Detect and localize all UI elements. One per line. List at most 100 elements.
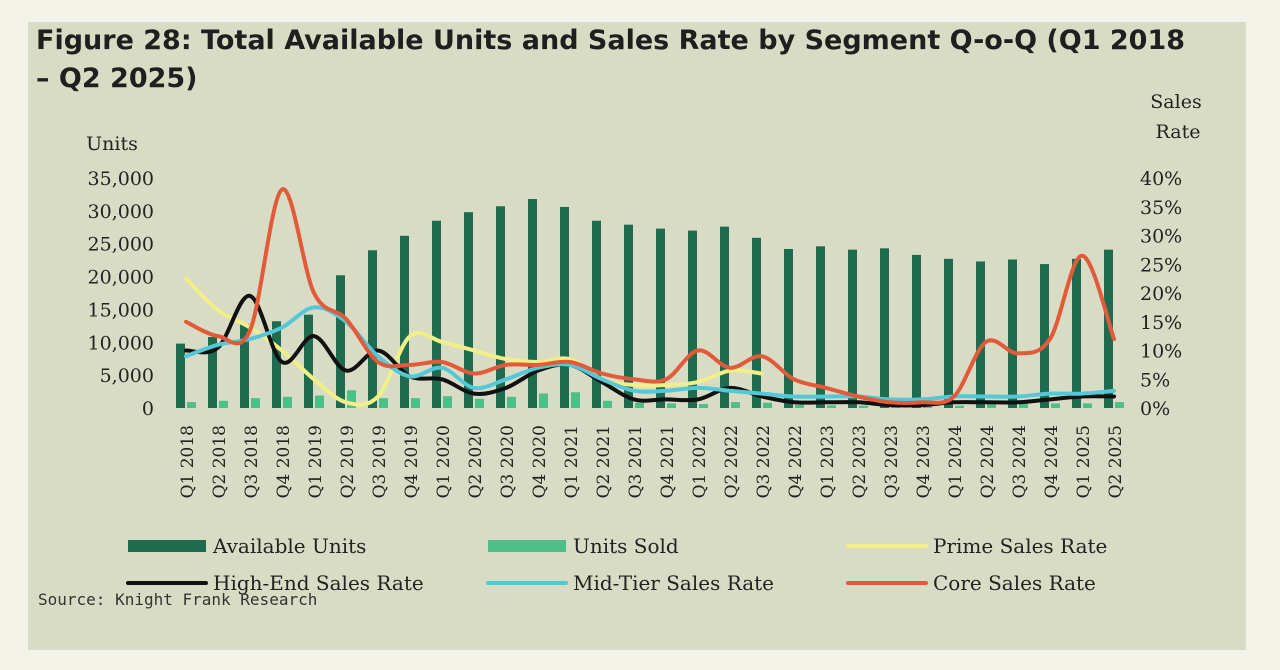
bar-available-units [592, 220, 601, 408]
x-tick-label: Q1 2019 [306, 425, 326, 498]
right-tick-label: 20% [1140, 283, 1182, 305]
left-tick-label: 35,000 [88, 168, 154, 190]
left-tick-label: 30,000 [88, 201, 154, 223]
bar-available-units [240, 323, 249, 408]
x-tick-label: Q4 2021 [658, 425, 678, 498]
bar-units-sold [923, 406, 932, 408]
bar-units-sold [379, 398, 388, 408]
x-tick-label: Q4 2018 [274, 425, 294, 498]
left-axis-title: Units [86, 133, 138, 155]
left-tick-label: 20,000 [88, 267, 154, 289]
bar-available-units [496, 206, 505, 408]
bar-available-units [464, 212, 473, 408]
bar-units-sold [1115, 402, 1124, 408]
x-tick-label: Q2 2020 [466, 425, 486, 498]
x-tick-label: Q2 2024 [978, 425, 998, 498]
bar-units-sold [987, 402, 996, 408]
x-tick-label: Q1 2018 [178, 425, 198, 498]
chart-title: Figure 28: Total Available Units and Sal… [36, 25, 1186, 94]
legend-label: Available Units [212, 534, 366, 558]
right-axis-title-line1: Sales [1150, 91, 1201, 113]
line-prime-sales-rate [184, 276, 764, 407]
left-tick-label: 10,000 [88, 332, 154, 354]
bar-units-sold [635, 402, 644, 408]
x-tick-label: Q4 2020 [530, 425, 550, 498]
bar-available-units [304, 314, 313, 408]
bar-available-units [1008, 259, 1017, 408]
bar-available-units [176, 343, 185, 408]
right-tick-label: 10% [1140, 341, 1182, 363]
bar-units-sold [539, 393, 548, 408]
x-tick-label: Q3 2023 [882, 425, 902, 498]
x-tick-label: Q4 2022 [786, 425, 806, 498]
x-tick-label: Q1 2021 [562, 425, 582, 498]
bar-available-units [656, 228, 665, 408]
bar-units-sold [571, 392, 580, 408]
bar-units-sold [347, 390, 356, 408]
bar-available-units [336, 275, 345, 408]
bar-available-units [272, 321, 281, 408]
left-tick-label: 0 [142, 398, 154, 420]
legend-label: Prime Sales Rate [933, 534, 1107, 558]
x-tick-label: Q1 2024 [946, 425, 966, 498]
bar-available-units [944, 258, 953, 408]
bar-units-sold [187, 402, 196, 408]
x-tick-label: Q1 2025 [1074, 425, 1094, 498]
bar-available-units [400, 235, 409, 408]
bar-available-units [880, 248, 889, 408]
legend-label: Units Sold [573, 534, 679, 558]
line-core-sales-rate [184, 187, 1116, 405]
x-tick-label: Q1 2022 [690, 425, 710, 498]
x-tick-label: Q4 2023 [914, 425, 934, 498]
bar-units-sold [443, 396, 452, 408]
right-tick-label: 30% [1140, 226, 1182, 248]
bar-available-units [752, 237, 761, 408]
bar-units-sold [859, 405, 868, 408]
bar-available-units [976, 261, 985, 408]
legend-label: Mid-Tier Sales Rate [573, 571, 774, 595]
bar-units-sold [1083, 403, 1092, 408]
right-tick-label: 35% [1140, 197, 1182, 219]
legend-label: Core Sales Rate [933, 571, 1096, 595]
legend-label: High-End Sales Rate [213, 571, 424, 595]
right-tick-label: 40% [1140, 168, 1182, 190]
x-tick-label: Q1 2023 [818, 425, 838, 498]
bar-units-sold [411, 398, 420, 408]
x-tick-label: Q2 2022 [722, 425, 742, 498]
legend-swatch [128, 540, 206, 552]
bar-available-units [848, 249, 857, 408]
bar-available-units [720, 226, 729, 408]
bar-units-sold [955, 405, 964, 408]
bar-units-sold [795, 404, 804, 408]
left-tick-label: 15,000 [88, 299, 154, 321]
bar-available-units [688, 230, 697, 408]
legend-swatch [488, 540, 566, 552]
legend: Available Units Units Sold Prime Sales Rat… [126, 534, 1107, 595]
bar-available-units [1104, 249, 1113, 408]
bar-available-units [208, 337, 217, 408]
source-note: Source: Knight Frank Research [38, 590, 318, 609]
bar-units-sold [763, 402, 772, 408]
bar-available-units [624, 224, 633, 408]
x-tick-label: Q3 2024 [1010, 425, 1030, 498]
plot-area: 0 5,000 10,000 15,000 20,000 25,000 30,000 35,0… [88, 168, 1183, 498]
x-tick-label: Q2 2019 [338, 425, 358, 498]
bar-units-sold [667, 403, 676, 408]
bar-available-units [368, 250, 377, 408]
x-tick-label: Q3 2018 [242, 425, 262, 498]
bar-available-units [816, 246, 825, 408]
x-tick-label: Q2 2018 [210, 425, 230, 498]
bar-units-sold [699, 404, 708, 408]
x-tick-label: Q4 2024 [1042, 425, 1062, 498]
left-tick-label: 5,000 [100, 365, 154, 387]
bar-available-units [528, 199, 537, 408]
x-tick-label: Q3 2021 [626, 425, 646, 498]
x-tick-label: Q4 2019 [402, 425, 422, 498]
bar-available-units [560, 206, 569, 408]
x-tick-label: Q3 2020 [498, 425, 518, 498]
right-axis-title-line2: Rate [1156, 121, 1201, 143]
bar-units-sold [315, 395, 324, 408]
bar-units-sold [731, 402, 740, 408]
bar-units-sold [1051, 403, 1060, 408]
bar-available-units [1040, 264, 1049, 408]
